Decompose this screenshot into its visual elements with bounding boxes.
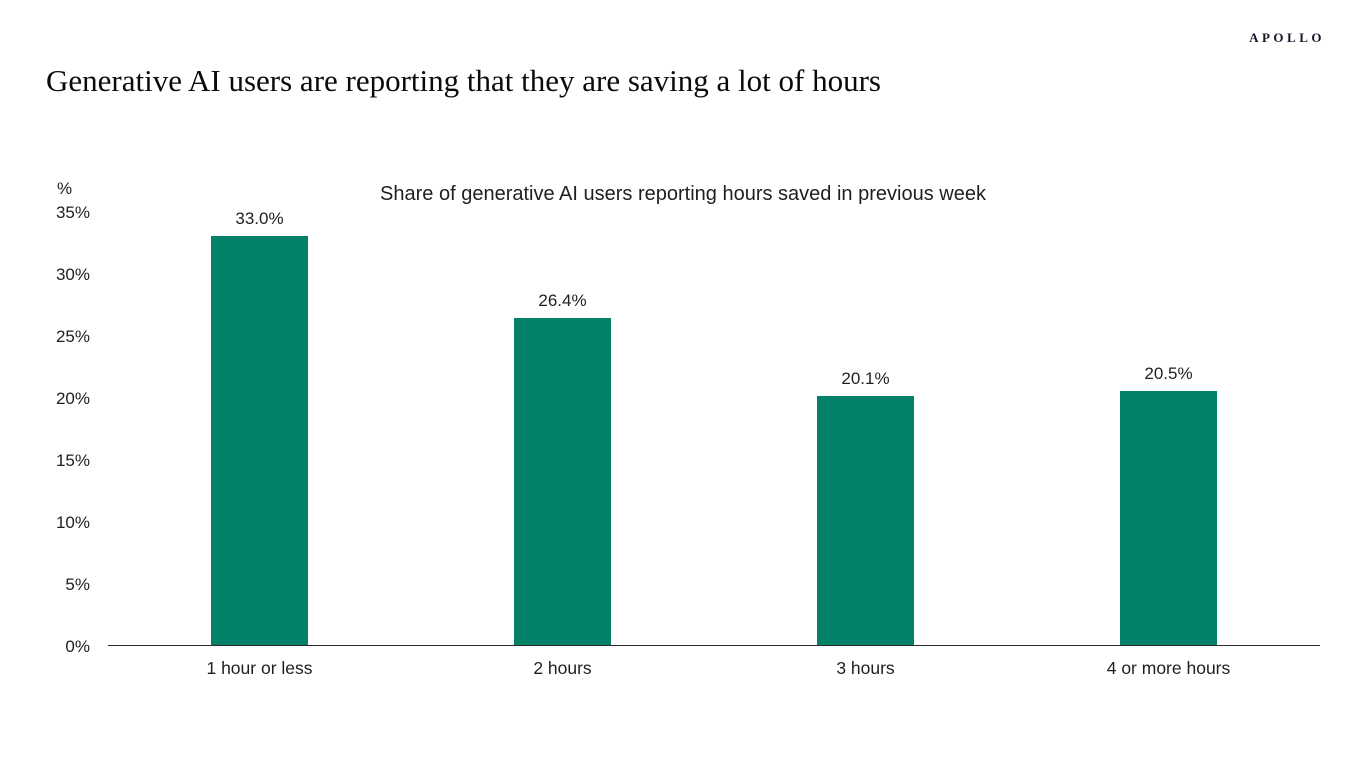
bar-slot: 20.5% 4 or more hours: [1017, 212, 1320, 678]
y-tick-label: 20%: [55, 388, 90, 408]
y-tick-label: 35%: [55, 202, 90, 222]
plot-area: 33.0% 1 hour or less 26.4% 2 hours 20.1% 3 ho…: [108, 209, 1320, 678]
bar: 33.0%: [211, 209, 308, 645]
x-category-label: 4 or more hours: [1106, 658, 1231, 678]
y-tick-label: 30%: [55, 264, 90, 284]
page-title: Generative AI users are reporting that t…: [46, 63, 881, 98]
y-tick-label: 0%: [65, 636, 90, 656]
y-tick-label: 5%: [65, 574, 90, 594]
bar-value-label: 20.1%: [841, 368, 890, 388]
apollo-logo: APOLLO: [1249, 30, 1325, 45]
bar-slot: 26.4% 2 hours: [411, 212, 714, 678]
chart-title: Share of generative AI users reporting h…: [380, 183, 986, 205]
y-tick-label: 25%: [55, 326, 90, 346]
bars-container: 33.0% 1 hour or less 26.4% 2 hours 20.1% 3 ho…: [108, 209, 1320, 678]
bar-slot: 20.1% 3 hours: [714, 212, 1017, 678]
bar-value-label: 20.5%: [1144, 363, 1193, 383]
x-category-label: 3 hours: [836, 658, 895, 678]
y-tick-label: 15%: [55, 450, 90, 470]
bar: 20.5%: [1120, 364, 1217, 645]
bar-value-label: 33.0%: [235, 208, 284, 228]
bar-slot: 33.0% 1 hour or less: [108, 209, 411, 678]
y-axis: 0% 5% 10% 15% 20% 25% 30% 35%: [40, 203, 90, 656]
bar: 26.4%: [514, 291, 611, 645]
x-category-label: 2 hours: [533, 658, 592, 678]
y-tick-label: 10%: [55, 512, 90, 532]
x-category-label: 1 hour or less: [206, 658, 313, 678]
y-axis-unit-label: %: [57, 179, 73, 198]
bar-value-label: 26.4%: [538, 290, 587, 310]
bar: 20.1%: [817, 369, 914, 645]
